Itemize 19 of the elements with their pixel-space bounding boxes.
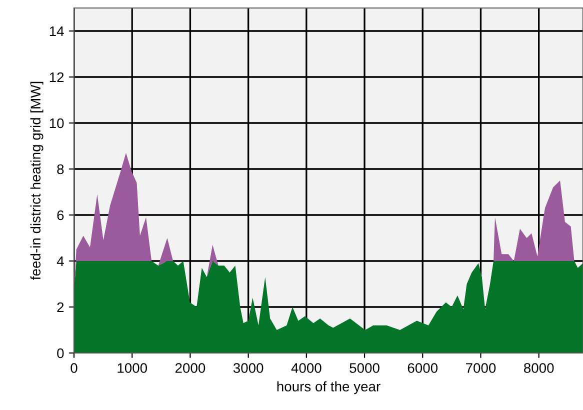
x-tick-label: 7000 — [466, 363, 496, 373]
y-tick-label: 2 — [57, 302, 64, 312]
y-tick-label: 10 — [50, 118, 64, 128]
y-tick-label: 4 — [56, 256, 64, 266]
x-tick-label: 1000 — [118, 363, 148, 373]
x-tick-label: 6000 — [408, 363, 438, 373]
y-tick-label: 0 — [57, 348, 64, 358]
x-tick-label: 2000 — [175, 363, 206, 373]
x-tick-label: 3000 — [233, 363, 264, 373]
y-tick-label: 14 — [50, 26, 64, 36]
x-axis-title: hours of the year — [277, 381, 380, 394]
x-tick-label: 5000 — [350, 363, 380, 373]
x-tick-label: 4000 — [291, 363, 322, 373]
y-axis-title: feed-in district heating grid [MW] — [30, 82, 44, 280]
y-tick-label: 6 — [57, 210, 64, 220]
y-tick-label: 8 — [57, 164, 64, 174]
x-tick-label: 8000 — [524, 363, 554, 373]
y-tick-label: 12 — [50, 72, 64, 82]
x-tick-label: 0 — [70, 363, 78, 373]
